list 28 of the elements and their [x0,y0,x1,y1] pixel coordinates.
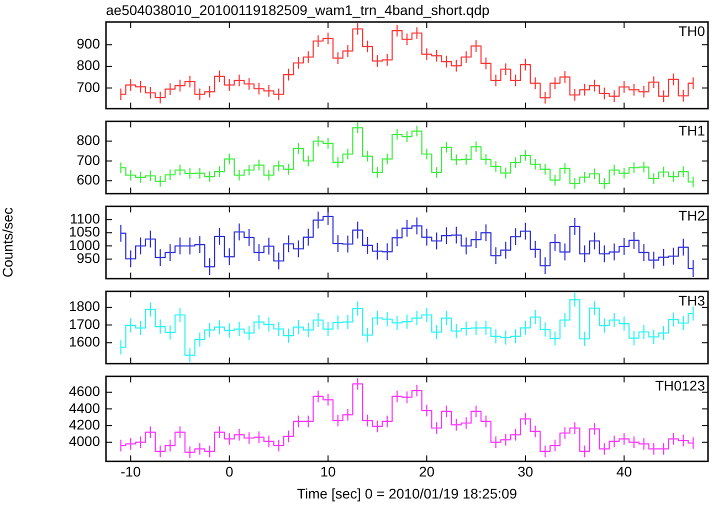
text: TH0123 [655,377,706,394]
x-axis-title: Time [sec] 0 = 2010/01/19 18:25:09 [296,485,518,502]
y-tick-label: 1600 [68,334,100,350]
chart-title: ae504038010_20100119182509_wam1_trn_4band_short.qdp [106,2,490,18]
y-tick-label: 4000 [68,433,100,450]
x-tick-label: -10 [120,464,142,480]
y-tick-label: 700 [76,152,100,168]
text: TH0 [678,22,706,39]
x-tick-label: 10 [320,464,336,480]
x-tick-label: 0 [225,464,234,480]
y-tick-label: 4200 [68,416,100,432]
x-tick-label: 20 [418,464,435,480]
y-tick-label: 1800 [68,298,100,314]
y-tick-label: 4400 [68,400,100,416]
y-tick-label: 800 [76,132,100,148]
series-label: TH2 [678,207,706,224]
y-tick-label: 800 [76,57,100,74]
y-tick-label: 600 [76,172,100,188]
y-tick-label: 4600 [68,383,100,400]
x-tick-label: 30 [518,464,534,480]
y-tick-label: 900 [76,36,100,52]
y-tick-label: 1700 [68,316,100,332]
y-tick-label: 700 [76,78,100,95]
text: TH1 [678,122,706,138]
y-tick-label: 1100 [70,210,100,226]
y-axis-title: Counts/sec [0,207,16,278]
x-tick-label: 40 [616,464,632,480]
series-label: TH3 [678,292,706,308]
